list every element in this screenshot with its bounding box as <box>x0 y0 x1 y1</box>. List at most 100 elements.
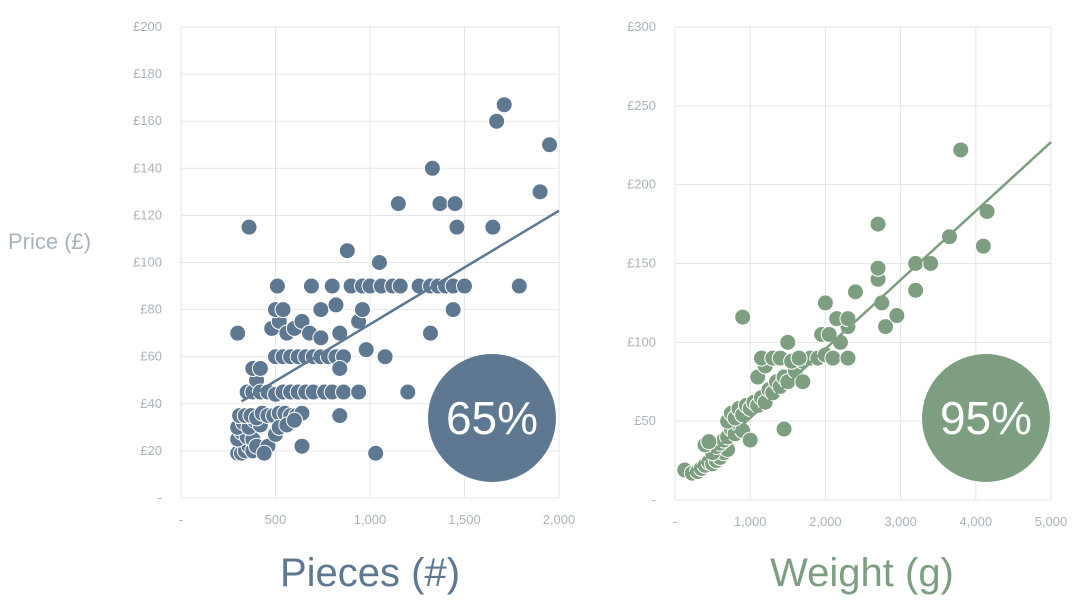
weight-y-tick-label: - <box>652 492 656 507</box>
pieces-chart: - £20 £40 £60 £80 £100 £120 £140 £160 £180 £200 - 50… <box>133 19 575 595</box>
weight-data-point <box>779 333 797 351</box>
pieces-data-point <box>251 359 269 377</box>
pieces-r2-badge-label: 65% <box>446 392 538 444</box>
weight-x-tick-label: - <box>673 514 677 529</box>
weight-data-point <box>775 420 793 438</box>
pieces-data-point <box>274 301 292 319</box>
weight-y-tick-label: £100 <box>627 334 656 349</box>
weight-data-point <box>952 141 970 159</box>
pieces-data-point <box>391 277 409 295</box>
weight-data-point <box>839 349 857 367</box>
weight-x-axis-title: Weight (g) <box>770 551 954 595</box>
pieces-data-point <box>353 301 371 319</box>
weight-data-point <box>794 373 812 391</box>
weight-r2-badge-label: 95% <box>940 392 1032 444</box>
pieces-y-tick-label: £160 <box>133 113 162 128</box>
weight-x-tick-label: 1,000 <box>734 514 767 529</box>
weight-data-point <box>974 237 992 255</box>
pieces-data-point <box>268 277 286 295</box>
weight-data-point <box>907 255 925 272</box>
pieces-data-point <box>255 444 273 462</box>
pieces-data-point <box>376 348 394 366</box>
weight-y-tick-label: £50 <box>634 413 656 428</box>
weight-y-tick-label: £200 <box>627 177 656 192</box>
weight-data-point <box>888 307 906 325</box>
y-axis-label: Price (£) <box>8 229 92 254</box>
pieces-data-point <box>285 411 303 429</box>
pieces-data-point <box>302 277 320 295</box>
pieces-y-tick-label: - <box>158 490 162 505</box>
pieces-data-point <box>240 218 258 236</box>
pieces-x-tick-label: 500 <box>265 512 287 527</box>
weight-data-point <box>978 202 996 220</box>
pieces-data-point <box>293 437 311 455</box>
weight-data-point <box>734 308 752 326</box>
pieces-data-point <box>446 195 464 213</box>
pieces-data-point <box>431 195 449 213</box>
weight-x-tick-label: 4,000 <box>960 514 993 529</box>
pieces-data-point <box>367 444 385 462</box>
pieces-data-point <box>229 324 247 342</box>
weight-data-point <box>700 433 718 451</box>
pieces-trendline <box>240 209 560 403</box>
weight-data-point <box>741 431 759 449</box>
weight-x-tick-label: 5,000 <box>1035 514 1068 529</box>
pieces-data-point <box>423 159 441 177</box>
weight-y-tick-label: £250 <box>627 98 656 113</box>
pieces-data-point <box>312 329 330 347</box>
pieces-data-point <box>335 383 353 401</box>
weight-data-point <box>869 215 887 233</box>
pieces-x-axis-title: Pieces (#) <box>280 551 460 595</box>
pieces-data-point <box>370 254 388 271</box>
pieces-data-point <box>448 218 466 236</box>
pieces-data-point <box>331 359 349 377</box>
pieces-data-point <box>484 218 502 236</box>
pieces-data-point <box>331 407 349 425</box>
pieces-data-point <box>488 112 506 130</box>
pieces-x-tick-label: 1,500 <box>448 512 481 527</box>
pieces-data-point <box>495 96 513 114</box>
pieces-data-point <box>531 183 549 201</box>
pieces-r2-badge <box>428 354 556 482</box>
pieces-data-point <box>338 242 356 260</box>
pieces-data-point <box>357 341 375 359</box>
weight-data-point <box>922 255 940 272</box>
pieces-data-point <box>399 383 417 401</box>
pieces-y-tick-label: £100 <box>133 255 162 270</box>
pieces-data-point <box>327 296 345 314</box>
pieces-x-tick-label: 2,000 <box>543 512 576 527</box>
pieces-x-tick-label: - <box>179 512 183 527</box>
pieces-y-tick-label: £80 <box>140 302 162 317</box>
pieces-data-point <box>421 324 439 342</box>
weight-x-tick-label: 2,000 <box>809 514 842 529</box>
pieces-y-tick-label: £140 <box>133 160 162 175</box>
weight-data-point <box>877 318 895 336</box>
pieces-data-point <box>323 277 341 295</box>
pieces-y-tick-label: £200 <box>133 19 162 34</box>
weight-data-point <box>869 259 887 277</box>
pieces-data-point <box>456 277 473 295</box>
pieces-data-point <box>312 301 330 319</box>
weight-trendline <box>685 141 1052 478</box>
weight-chart: - £50 £100 £150 £200 £250 £300 - 1,000 2,000 3,000… <box>627 19 1067 595</box>
pieces-data-point <box>389 195 407 213</box>
pieces-data-point <box>444 301 462 319</box>
pieces-data-point <box>541 136 559 154</box>
pieces-y-tick-label: £180 <box>133 66 162 81</box>
weight-data-point <box>820 325 838 343</box>
weight-x-tick-label: 3,000 <box>884 514 917 529</box>
weight-data-point <box>846 283 864 301</box>
weight-data-point <box>907 281 925 299</box>
weight-data-point <box>816 294 834 312</box>
weight-data-point <box>790 349 808 367</box>
pieces-y-tick-label: £120 <box>133 207 162 222</box>
pieces-x-tick-label: 1,000 <box>354 512 387 527</box>
weight-y-tick-label: £150 <box>627 256 656 271</box>
pieces-y-tick-label: £60 <box>140 349 162 364</box>
weight-y-tick-label: £300 <box>627 19 656 34</box>
weight-data-point <box>824 349 842 367</box>
pieces-y-tick-label: £40 <box>140 396 162 411</box>
pieces-data-point <box>510 277 528 295</box>
pieces-data-point <box>350 383 368 401</box>
